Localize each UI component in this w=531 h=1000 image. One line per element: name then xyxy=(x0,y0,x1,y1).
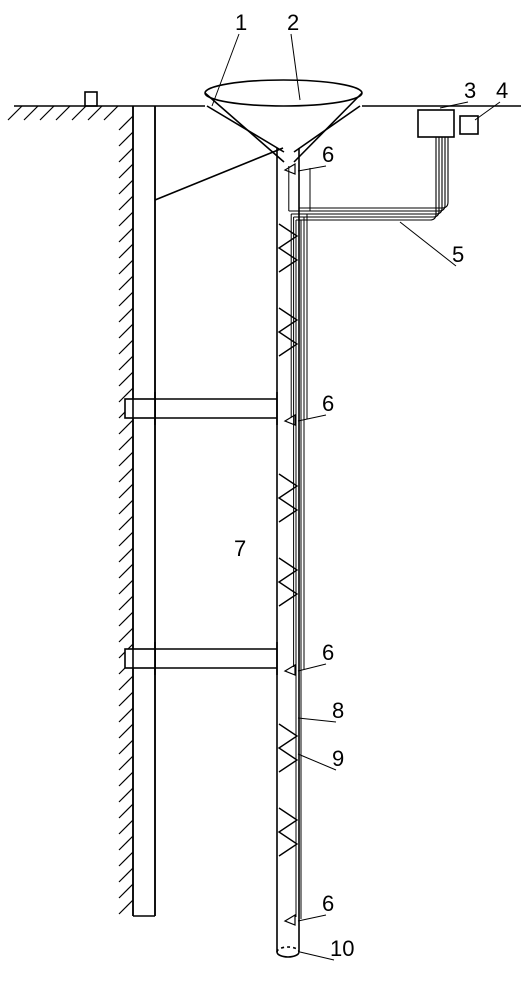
leader-l2 xyxy=(291,34,300,100)
pipe-cap-bottom xyxy=(277,952,299,957)
sensor-3 xyxy=(285,915,295,925)
label-l10: 10 xyxy=(330,936,354,961)
cables-in-pipe xyxy=(289,166,299,917)
leader-l5 xyxy=(400,222,456,266)
label-l6d: 6 xyxy=(322,891,334,916)
small-box xyxy=(460,116,478,134)
label-l9: 9 xyxy=(332,746,344,771)
funnel-support-diagonal xyxy=(155,148,283,200)
label-l6b: 6 xyxy=(322,391,334,416)
leader-l9 xyxy=(298,754,336,770)
leader-l6c xyxy=(298,664,326,671)
leader-l1 xyxy=(212,34,239,106)
funnel xyxy=(205,80,362,162)
cable-bundle xyxy=(299,137,448,919)
label-l2: 2 xyxy=(287,10,299,35)
label-l6a: 6 xyxy=(322,142,334,167)
sensor-0 xyxy=(285,164,295,174)
zigzag-2 xyxy=(279,474,297,522)
ground-stub xyxy=(85,92,97,106)
strut-0 xyxy=(125,392,277,425)
label-l3: 3 xyxy=(464,78,476,103)
zigzag-1 xyxy=(279,308,297,356)
zigzag-3 xyxy=(279,558,297,606)
soil-hatch xyxy=(8,106,133,914)
leader-l8 xyxy=(298,718,336,722)
label-l7: 7 xyxy=(234,536,246,561)
zigzag-5 xyxy=(279,808,297,856)
label-l6c: 6 xyxy=(322,640,334,665)
leader-l10 xyxy=(300,952,334,960)
label-l8: 8 xyxy=(332,698,344,723)
sensor-2 xyxy=(285,665,295,675)
device-box xyxy=(418,110,454,137)
zigzag-0 xyxy=(279,224,297,272)
label-l4: 4 xyxy=(496,78,508,103)
diagram-canvas: 1 2 34 5 6 6 6 6 7 8 9 10 xyxy=(0,0,531,1000)
label-l5: 5 xyxy=(452,242,464,267)
leader-l4 xyxy=(475,102,500,120)
label-l1: 1 xyxy=(235,10,247,35)
zigzag-4 xyxy=(279,724,297,772)
strut-1 xyxy=(125,642,277,675)
